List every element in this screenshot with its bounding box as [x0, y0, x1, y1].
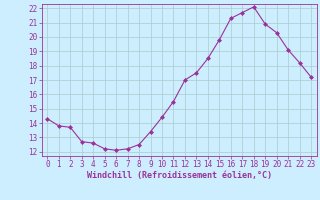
X-axis label: Windchill (Refroidissement éolien,°C): Windchill (Refroidissement éolien,°C) [87, 171, 272, 180]
